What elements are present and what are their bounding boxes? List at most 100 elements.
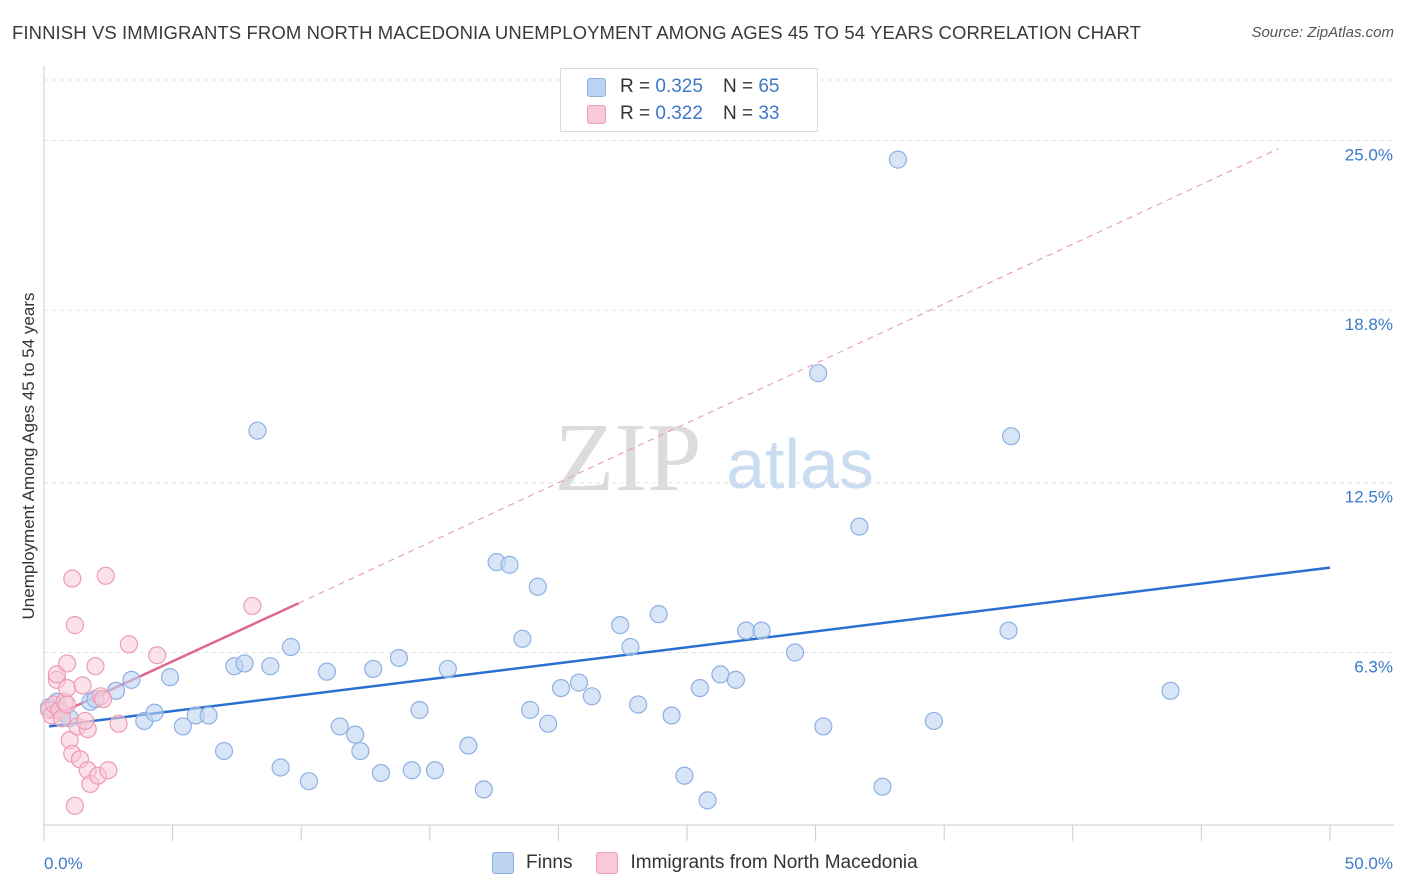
finns-point — [539, 714, 558, 733]
y-axis-label: Unemployment Among Ages 45 to 54 years — [19, 293, 38, 620]
chart-title: FINNISH VS IMMIGRANTS FROM NORTH MACEDON… — [12, 22, 1142, 43]
macedonia-legend-swatch — [596, 852, 619, 874]
y-tick-label: 18.8% — [1345, 315, 1393, 334]
finns-point — [474, 780, 493, 799]
finns-point — [621, 637, 640, 657]
finns-point — [317, 662, 337, 681]
y-tick-label: 12.5% — [1345, 488, 1393, 507]
series-legend: Finns Immigrants from North Macedonia — [492, 852, 942, 874]
finns-point — [438, 659, 457, 679]
macedonia-trend-extension — [298, 148, 1279, 604]
finns-point — [364, 659, 383, 679]
finns-n-label: N = — [722, 76, 754, 97]
finns-point — [173, 717, 192, 736]
finns-point — [199, 706, 218, 725]
macedonia-point — [58, 654, 77, 673]
correlation-legend: R = 0.325 N = 65 R = 0.322 N = 33 — [560, 68, 818, 132]
finns-point — [551, 678, 571, 698]
macedonia-point — [119, 635, 138, 654]
macedonia-point — [58, 678, 77, 698]
finns-point — [145, 703, 164, 722]
finns-swatch — [587, 77, 606, 97]
macedonia-point — [109, 714, 128, 733]
macedonia-point — [65, 796, 84, 815]
finns-point — [726, 670, 745, 689]
finns-point — [1001, 427, 1021, 446]
finns-point — [528, 577, 547, 596]
macedonia-point — [99, 761, 118, 780]
y-tick-label: 25.0% — [1345, 145, 1393, 164]
finns-point — [999, 621, 1018, 640]
finns-point — [513, 629, 532, 648]
finns-point — [629, 695, 648, 714]
finns-point — [410, 700, 429, 720]
macedonia-points — [40, 566, 262, 815]
finns-point — [569, 673, 589, 692]
x-tick-label: 0.0% — [44, 854, 83, 873]
finns-point — [402, 761, 421, 780]
finns-point — [160, 668, 180, 687]
legend-row-finns: R = 0.325 N = 65 — [587, 75, 779, 99]
finns-point — [649, 605, 668, 624]
finns-point — [690, 678, 709, 698]
finns-point — [737, 621, 756, 640]
finns-r-value: 0.325 — [655, 76, 703, 97]
finns-point — [299, 772, 319, 791]
tick-labels: 6.3% 12.5% 18.8% 25.0% 0.0% 50.0% — [44, 145, 1393, 873]
watermark-zip: ZIP — [555, 404, 702, 512]
finns-point — [662, 706, 681, 725]
finns-point — [235, 654, 254, 673]
source-label: Source: ZipAtlas.com — [1251, 24, 1394, 41]
gridlines — [44, 79, 1394, 653]
finns-point — [850, 517, 869, 536]
macedonia-point — [94, 689, 113, 709]
legend-item-finns[interactable]: Finns — [492, 852, 572, 874]
macedonia-swatch — [587, 104, 606, 124]
macedonia-point — [65, 616, 84, 635]
legend-item-macedonia[interactable]: Immigrants from North Macedonia — [596, 852, 918, 874]
watermark-atlas: atlas — [726, 425, 874, 503]
finns-point — [675, 766, 694, 785]
axes — [43, 66, 1394, 841]
macedonia-point — [148, 646, 167, 665]
finns-point — [873, 777, 892, 796]
finns-point — [281, 637, 301, 657]
finns-point — [330, 717, 349, 736]
finns-point — [389, 648, 409, 668]
macedonia-r-label: R = — [620, 103, 651, 124]
macedonia-point — [73, 676, 92, 695]
finns-r-label: R = — [620, 76, 651, 97]
finns-point — [351, 741, 370, 761]
finns-point — [521, 700, 540, 720]
finns-point — [888, 150, 908, 169]
macedonia-point — [96, 566, 115, 585]
finns-n-value: 65 — [758, 76, 780, 97]
macedonia-r-value: 0.322 — [655, 103, 703, 124]
finns-legend-label: Finns — [526, 852, 573, 873]
finns-point — [814, 717, 833, 736]
finns-point — [271, 758, 290, 777]
finns-point — [261, 657, 280, 676]
finns-point — [346, 725, 365, 744]
finns-point — [500, 555, 519, 574]
x-tick-label: 50.0% — [1345, 854, 1393, 873]
finns-point — [371, 763, 391, 783]
macedonia-n-value: 33 — [758, 103, 780, 124]
finns-point — [809, 364, 828, 383]
watermark: ZIP atlas — [555, 404, 874, 512]
finns-point — [711, 665, 730, 684]
macedonia-point — [76, 711, 95, 731]
finns-point — [582, 687, 601, 706]
finns-point — [785, 643, 805, 662]
finns-point — [752, 621, 771, 640]
finns-trend-line — [48, 566, 1331, 728]
finns-point — [122, 670, 141, 689]
y-tick-label: 6.3% — [1354, 657, 1393, 676]
macedonia-legend-label: Immigrants from North Macedonia — [630, 852, 918, 873]
finns-point — [924, 711, 944, 731]
finns-point — [459, 736, 478, 755]
finns-point — [248, 421, 267, 440]
finns-point — [1161, 681, 1180, 700]
macedonia-n-label: N = — [722, 103, 754, 124]
finns-point — [214, 741, 234, 761]
